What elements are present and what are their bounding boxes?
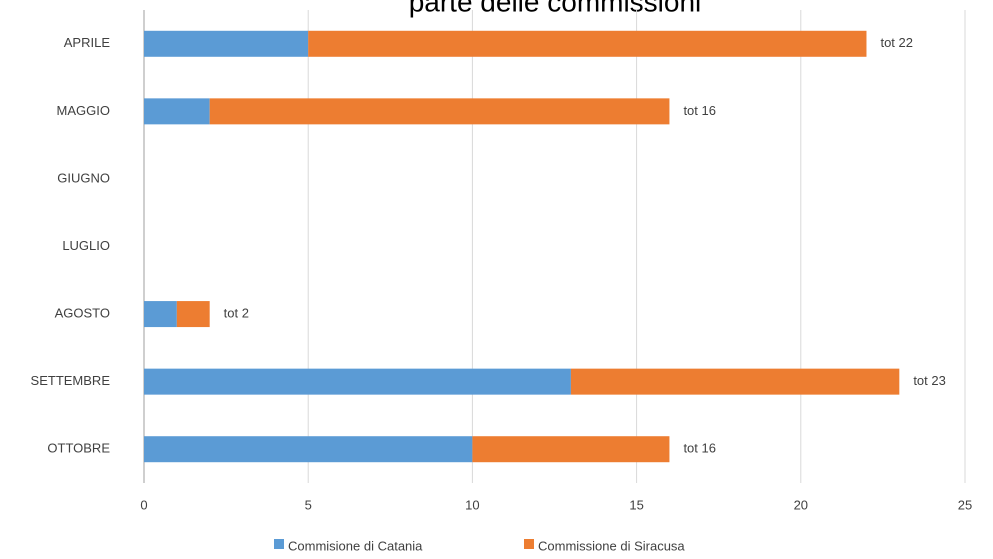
- bar-segment: [144, 436, 473, 463]
- x-tick-label: 25: [958, 497, 972, 512]
- y-tick-label: APRILE: [64, 35, 111, 50]
- y-tick-label: MAGGIO: [57, 103, 110, 118]
- x-tick-label: 15: [629, 497, 643, 512]
- bar-segment: [144, 98, 210, 125]
- bar-segment: [308, 30, 867, 57]
- y-tick-label: LUGLIO: [62, 238, 110, 253]
- y-tick-label: GIUGNO: [57, 170, 110, 185]
- total-label: tot 16: [683, 441, 716, 456]
- total-label: tot 22: [880, 35, 913, 50]
- bar-segment: [176, 301, 210, 328]
- total-label: tot 16: [683, 103, 716, 118]
- x-tick-label: 0: [140, 497, 147, 512]
- bar-segment: [209, 98, 670, 125]
- y-tick-label: SETTEMBRE: [31, 373, 111, 388]
- total-label: tot 23: [913, 373, 946, 388]
- bar-segment: [144, 30, 309, 57]
- x-tick-label: 10: [465, 497, 479, 512]
- chart-title: parte delle commissioni: [409, 0, 702, 17]
- y-tick-label: AGOSTO: [55, 306, 110, 321]
- x-tick-label: 5: [305, 497, 312, 512]
- legend-label: Commisione di Catania: [288, 538, 423, 553]
- total-label: tot 2: [224, 306, 249, 321]
- legend-swatch: [274, 539, 284, 549]
- bar-segment: [144, 301, 177, 328]
- legend-label: Commissione di Siracusa: [538, 538, 685, 553]
- legend-swatch: [524, 539, 534, 549]
- bar-segment: [144, 368, 571, 395]
- bar-segment: [472, 436, 670, 463]
- x-tick-label: 20: [794, 497, 808, 512]
- bar-segment: [570, 368, 900, 395]
- y-tick-label: OTTOBRE: [47, 441, 110, 456]
